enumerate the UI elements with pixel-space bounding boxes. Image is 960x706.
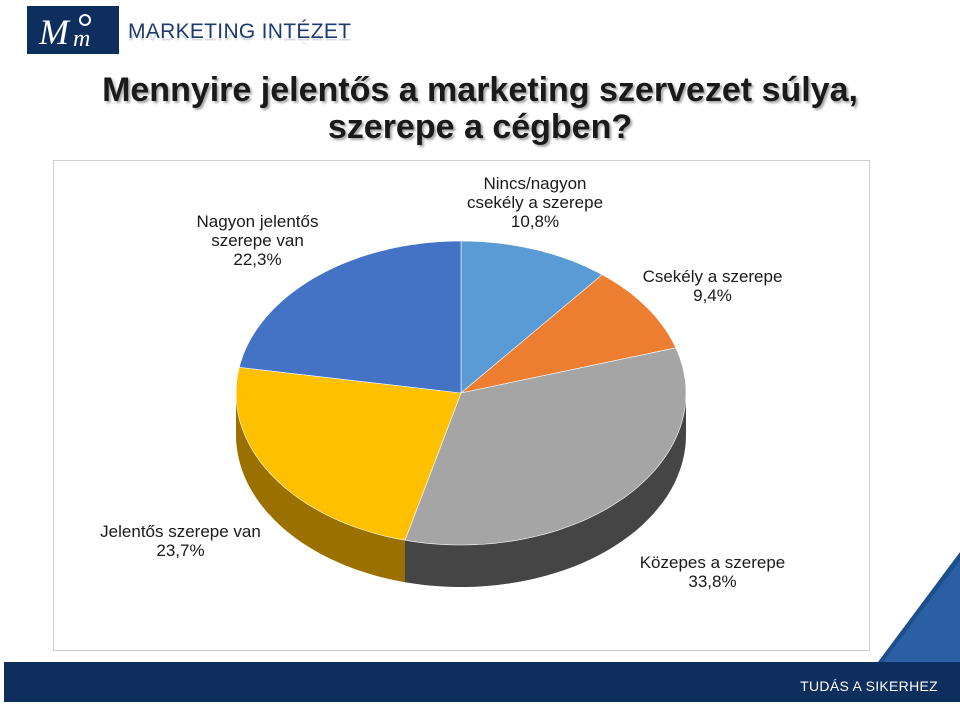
slice-label-value: 23,7% <box>156 541 205 560</box>
brand-name: MARKETING INTÉZET <box>128 20 352 43</box>
slice-label-jelentos: Jelentős szerepe van 23,7% <box>88 522 273 560</box>
pie-slice <box>235 366 462 541</box>
title-line-2: szerepe a cégben? <box>327 108 633 146</box>
slice-label-value: 10,8% <box>510 212 560 231</box>
slice-label-value: 22,3% <box>233 250 282 269</box>
slice-label-nincs: Nincs/nagyon csekély a szerepe 10,8% <box>440 174 630 231</box>
title-line-1: Mennyire jelentős a marketing szervezet … <box>102 71 858 109</box>
slice-label-line: Csekély a szerepe <box>642 267 783 286</box>
slice-label-nagyon-jelentos: Nagyon jelentős szerepe van 22,3% <box>180 212 335 269</box>
pie-slice <box>238 240 462 394</box>
slice-label-line: Nagyon jelentős <box>196 212 319 231</box>
company-logo: M m <box>27 6 119 54</box>
pie-slice-side <box>236 393 405 583</box>
slide-title: Mennyire jelentős a marketing szervezet … <box>40 72 920 146</box>
slice-label-value: 33,8% <box>688 572 737 591</box>
slice-label-line: Jelentős szerepe van <box>100 522 261 541</box>
slice-label-line: szerepe van <box>211 231 304 250</box>
logo-monogram: M m <box>27 6 119 54</box>
footer-bar <box>4 662 960 702</box>
slice-label-line: Nincs/nagyon <box>483 174 587 193</box>
svg-text:M: M <box>38 12 71 52</box>
pie-slice-side <box>405 393 686 587</box>
slice-label-kozepes: Közepes a szerepe 33,8% <box>630 553 795 591</box>
slice-label-value: 9,4% <box>693 286 732 305</box>
pie-slice <box>404 347 687 546</box>
pie-slice <box>460 240 603 394</box>
slice-label-csekely: Csekély a szerepe 9,4% <box>620 267 805 305</box>
footer-tagline: TUDÁS A SIKERHEZ <box>800 678 938 694</box>
pie-slice <box>460 274 677 394</box>
slice-label-line: Közepes a szerepe <box>639 553 786 572</box>
slice-label-line: csekély a szerepe <box>466 193 604 212</box>
svg-text:m: m <box>73 26 90 52</box>
